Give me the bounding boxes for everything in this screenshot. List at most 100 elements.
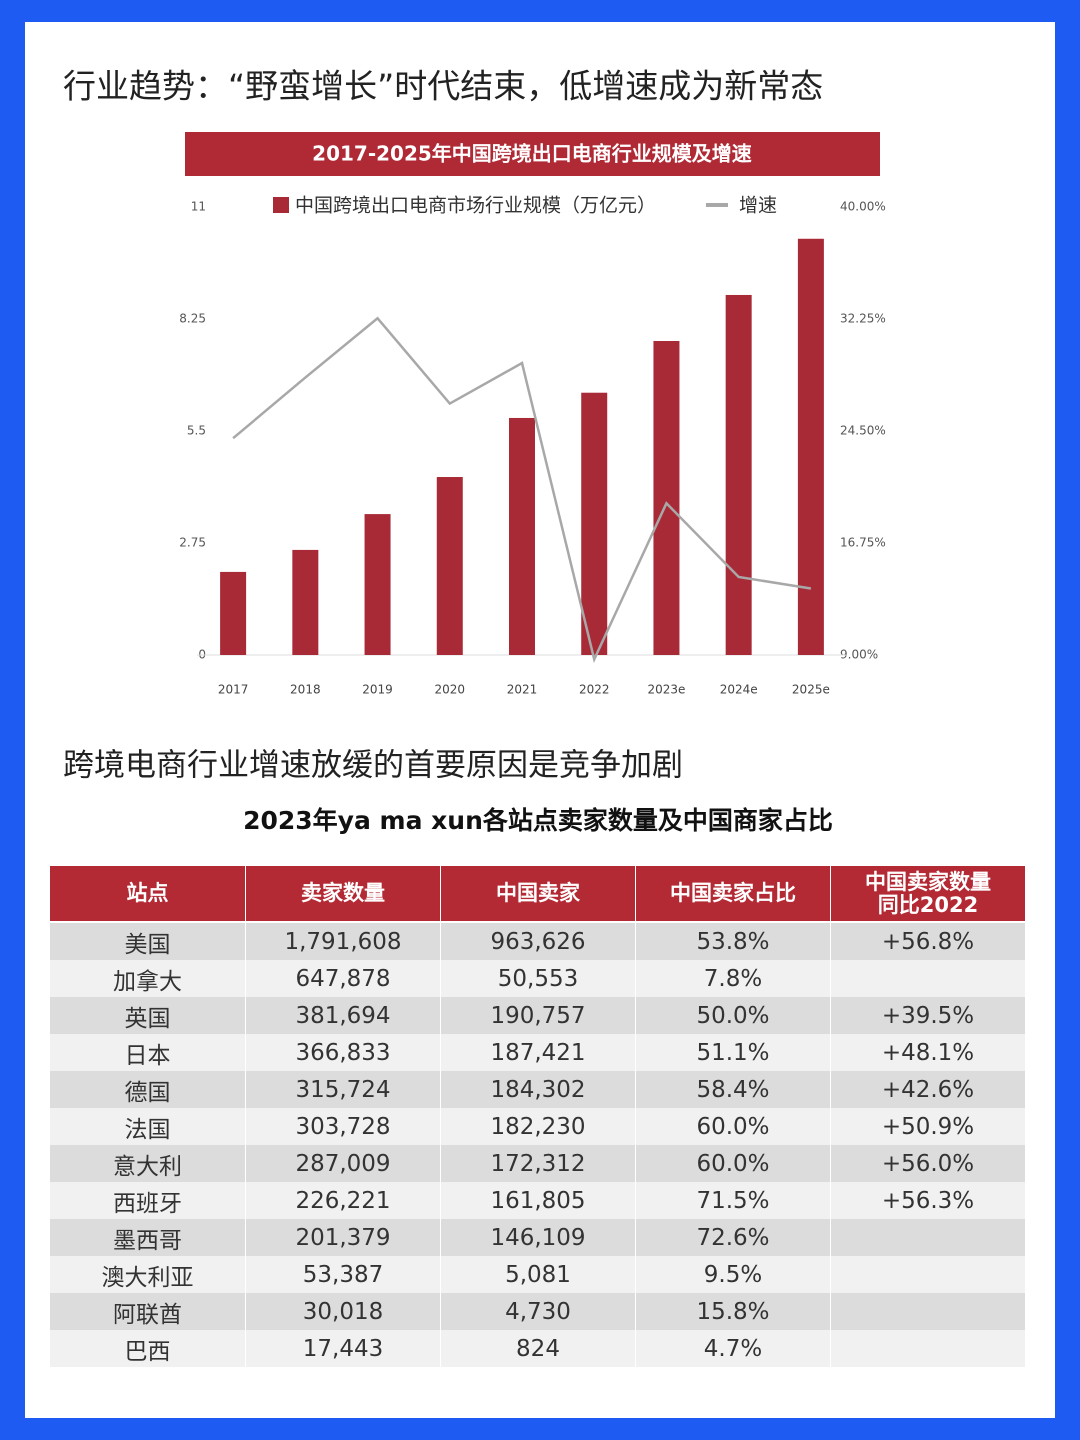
x-tick-label: 2021 [507,683,538,697]
table-cell: 30,018 [245,1293,440,1330]
table-cell: 60.0% [635,1145,830,1182]
legend-swatch [706,203,729,207]
table-cell [830,1219,1025,1256]
chart-title: 2017-2025年中国跨境出口电商行业规模及增速 [312,142,752,166]
table-cell: 墨西哥 [113,1227,182,1254]
table-cell: 58.4% [635,1071,830,1108]
table-cell: 加拿大 [113,968,182,995]
table-cell [830,1256,1025,1293]
y2-tick-label: 24.50% [840,424,886,438]
legend-swatch [273,197,289,213]
table-row: 英国 381,694 190,757 50.0% +39.5% [50,997,1025,1034]
table-cell: 51.1% [635,1034,830,1071]
y2-tick-label: 40.00% [840,200,886,214]
x-tick-label: 2024e [720,683,758,697]
table-cell: 1,791,608 [245,923,440,960]
table-row: 墨西哥 201,379 146,109 72.6% [50,1219,1025,1256]
header-cell: 站点 [50,866,245,921]
table-cell: 381,694 [245,997,440,1034]
table-row: 西班牙 226,221 161,805 71.5% +56.3% [50,1182,1025,1219]
y2-tick-label: 32.25% [840,312,886,326]
header-text: 站点 [126,881,169,905]
table: 站点 卖家数量 中国卖家 中国卖家占比 中国卖家数量同比2022 美国 1,791,608 9… [50,866,1025,1367]
x-tick-label: 2018 [290,683,321,697]
bar [220,571,247,655]
header-text: 中国卖家占比 [670,881,796,905]
table-row: 德国 315,724 184,302 58.4% +42.6% [50,1071,1025,1108]
table-title: 2023年ya ma xun各站点卖家数量及中国商家占比 [243,806,833,835]
table-cell: +56.0% [830,1145,1025,1182]
y-tick-label: 5.5 [187,424,206,438]
table-cell: +39.5% [830,997,1025,1034]
table-cell: 50,553 [440,960,635,997]
header-cell: 中国卖家占比 [635,866,830,921]
legend-label: 增速 [739,195,777,217]
table-row: 加拿大 647,878 50,553 7.8% [50,960,1025,997]
table-cell: 187,421 [440,1034,635,1071]
table-row: 美国 1,791,608 963,626 53.8% +56.8% [50,923,1025,960]
header-cell: 中国卖家数量同比2022 [830,866,1025,921]
table-cell: 7.8% [635,960,830,997]
x-tick-label: 2017 [218,683,249,697]
table-cell: 美国 [124,931,171,958]
bar [436,477,463,655]
x-tick-label: 2023e [647,683,685,697]
table-cell: 德国 [124,1079,171,1106]
legend-label: 中国跨境出口电商市场行业规模（万亿元） [295,195,656,217]
table-cell: 172,312 [440,1145,635,1182]
table-cell: 阿联酋 [113,1301,182,1328]
y-tick-label: 2.75 [179,536,206,550]
table-cell: 西班牙 [113,1190,182,1217]
header-text: 卖家数量 [301,881,385,905]
table-cell: 澳大利亚 [101,1264,194,1291]
bar [509,417,535,655]
table-header: 站点 卖家数量 中国卖家 中国卖家占比 中国卖家数量同比2022 [50,866,1025,921]
table-cell: +56.3% [830,1182,1025,1219]
header-cell: 中国卖家 [440,866,635,921]
header-text: 中国卖家 [496,881,580,905]
table-cell: 意大利 [113,1153,182,1180]
x-tick-label: 2020 [435,683,466,697]
table-cell: 190,757 [440,997,635,1034]
table-cell: +50.9% [830,1108,1025,1145]
chart: 行业趋势：“野蛮增长”时代结束，低增速成为新常态 2017-2025年中国跨境出… [63,67,886,836]
table-cell: 315,724 [245,1071,440,1108]
table-cell: 287,009 [245,1145,440,1182]
x-tick-label: 2019 [362,683,393,697]
table-cell: 201,379 [245,1219,440,1256]
table-cell: 4.7% [635,1330,830,1367]
y-tick-label: 11 [191,200,206,214]
table-cell [830,1293,1025,1330]
table-cell: 巴西 [124,1338,171,1365]
bar [797,238,824,655]
bar [292,549,319,655]
table-cell: +48.1% [830,1034,1025,1071]
page-title: 行业趋势：“野蛮增长”时代结束，低增速成为新常态 [63,67,823,106]
table-cell: 366,833 [245,1034,440,1071]
table-cell: 226,221 [245,1182,440,1219]
table-cell: +42.6% [830,1071,1025,1108]
table-cell: 146,109 [440,1219,635,1256]
line [232,316,812,664]
table-cell: 日本 [124,1042,171,1069]
table-cell: 15.8% [635,1293,830,1330]
table-cell: 182,230 [440,1108,635,1145]
x-tick-label: 2022 [579,683,610,697]
bar [653,340,680,655]
table-cell: 英国 [124,1005,171,1032]
header-text: 中国卖家数量同比2022 [865,869,991,917]
table-row: 澳大利亚 53,387 5,081 9.5% [50,1256,1025,1293]
table-cell: 824 [440,1330,635,1367]
bar [725,294,752,655]
header-cell: 卖家数量 [245,866,440,921]
table-cell [830,960,1025,997]
table-cell: +56.8% [830,923,1025,960]
table-cell: 4,730 [440,1293,635,1330]
y2-tick-label: 16.75% [840,536,886,550]
table-row: 阿联酋 30,018 4,730 15.8% [50,1293,1025,1330]
table-cell: 184,302 [440,1071,635,1108]
table-row: 日本 366,833 187,421 51.1% +48.1% [50,1034,1025,1071]
table-cell: 71.5% [635,1182,830,1219]
table-cell: 963,626 [440,923,635,960]
